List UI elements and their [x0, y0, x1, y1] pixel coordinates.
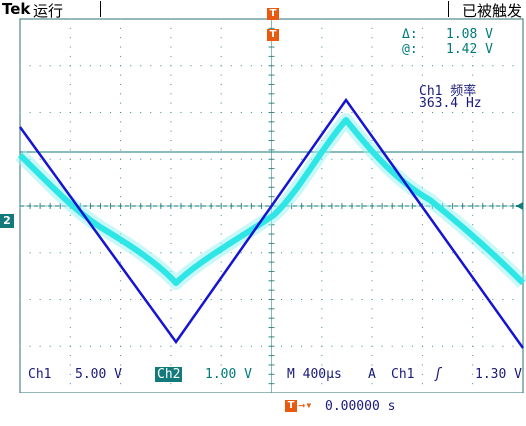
ch1-trace [18, 97, 525, 349]
status-bar: Ch1 5.00 V Ch2 1.00 V M 400µs A Ch1 ʃ 1.… [0, 366, 526, 426]
ch2-ground-marker[interactable]: 2 [0, 214, 14, 228]
measurement-value: 363.4 Hz [419, 96, 482, 111]
ch2-trace [15, 113, 526, 290]
rising-edge-icon: ʃ [434, 366, 443, 382]
ch2-scale: 1.00 V [205, 367, 252, 382]
cursor-at-label: @: [402, 42, 418, 57]
acquisition-state: 已被触发 [461, 2, 522, 20]
measurement-label: Ch1 频率 [419, 84, 477, 99]
header-divider [100, 1, 101, 17]
ch2-label[interactable]: Ch2 [155, 367, 183, 382]
cursor-delta-value: 1.08 V [446, 27, 493, 42]
run-status: 运行 [33, 2, 64, 20]
ch1-label[interactable]: Ch1 [28, 367, 52, 382]
trigger-source: Ch1 [391, 367, 415, 382]
trigger-offset-marker: T [285, 400, 297, 412]
timebase[interactable]: M 400µs [287, 367, 342, 382]
cursor-at-value: 1.42 V [446, 42, 493, 57]
header-bar: Tek 运行 已被触发 [0, 0, 526, 20]
trigger-point-marker[interactable]: T [267, 29, 279, 41]
brand-logo: Tek [2, 0, 31, 18]
cursor-delta-label: Δ: [402, 27, 418, 42]
trigger-level: 1.30 V [475, 367, 522, 382]
ch1-scale: 5.00 V [75, 367, 122, 382]
arrow-right-icon: →▾ [298, 398, 313, 412]
trigger-offset-value: 0.00000 s [325, 399, 396, 414]
trigger-position-marker[interactable]: T [267, 8, 279, 20]
trigger-mode: A [368, 367, 376, 382]
header-divider [448, 1, 449, 17]
